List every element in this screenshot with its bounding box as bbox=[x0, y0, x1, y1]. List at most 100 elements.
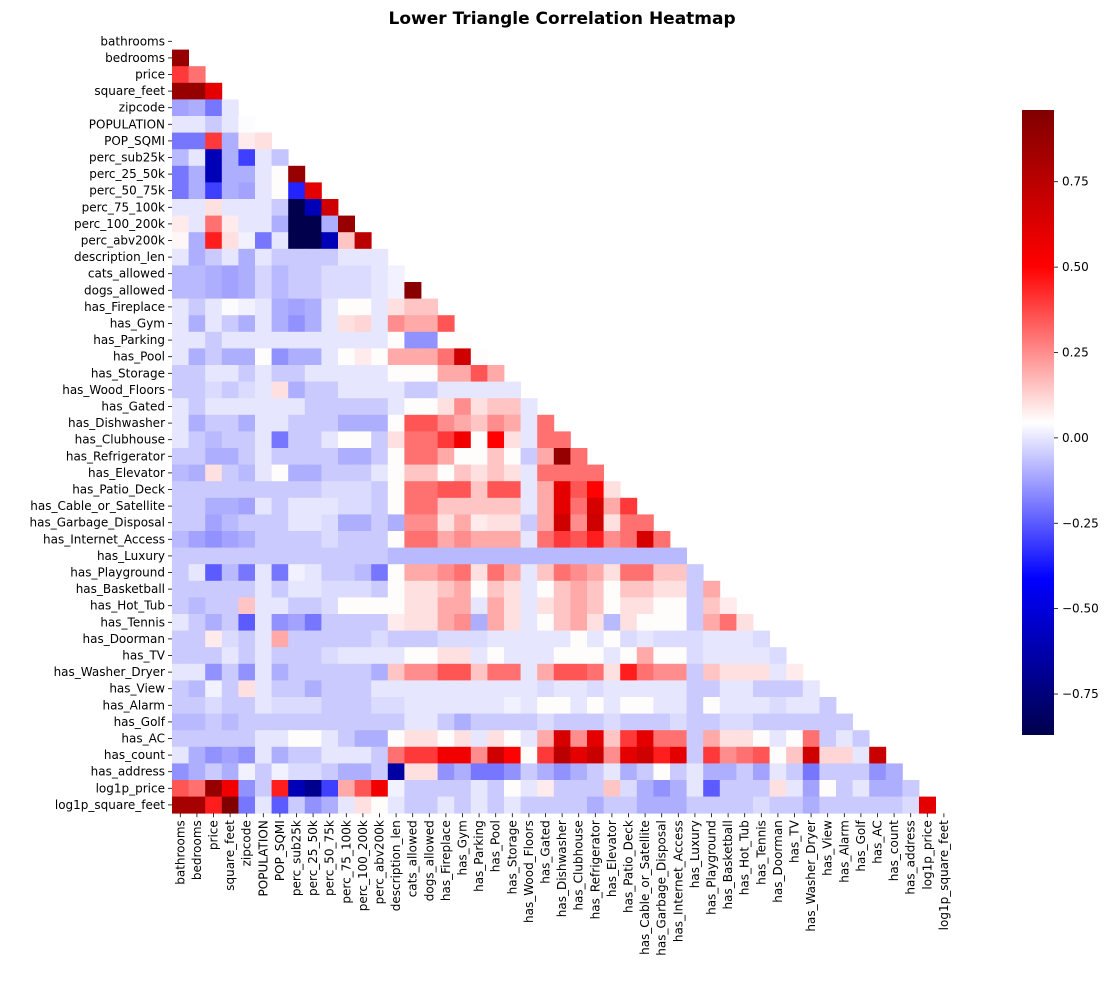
heatmap-cell bbox=[288, 580, 306, 598]
heatmap-cell bbox=[437, 331, 455, 349]
heatmap-cell bbox=[736, 630, 754, 648]
heatmap-cell bbox=[387, 282, 405, 299]
heatmap-cell bbox=[321, 763, 339, 781]
y-tick-label: has_Patio_Deck bbox=[72, 483, 165, 497]
heatmap-cell bbox=[205, 398, 223, 416]
heatmap-cell bbox=[703, 796, 721, 814]
heatmap-cell bbox=[553, 580, 571, 598]
heatmap-cell bbox=[304, 199, 322, 216]
heatmap-cell bbox=[338, 348, 355, 366]
heatmap-cell bbox=[188, 580, 206, 598]
heatmap-cell bbox=[454, 514, 472, 532]
heatmap-cell bbox=[620, 746, 638, 764]
heatmap-cell bbox=[188, 248, 206, 266]
heatmap-cell bbox=[371, 713, 389, 731]
heatmap-cell bbox=[172, 232, 189, 250]
heatmap-cell bbox=[354, 647, 372, 665]
heatmap-cell bbox=[437, 763, 455, 781]
heatmap-cell bbox=[371, 265, 389, 283]
x-tick-label: has_Internet_Access bbox=[671, 820, 685, 942]
heatmap-cell bbox=[587, 697, 604, 714]
heatmap-cell bbox=[769, 647, 787, 665]
heatmap-cell bbox=[387, 315, 405, 333]
heatmap-cell bbox=[371, 730, 389, 748]
heatmap-cell bbox=[570, 713, 588, 731]
heatmap-cell bbox=[172, 448, 189, 465]
x-tick-label: has_Alarm bbox=[837, 820, 851, 883]
heatmap-cell bbox=[238, 647, 256, 665]
x-tick-label: has_Tennis bbox=[754, 820, 768, 885]
heatmap-cell bbox=[221, 481, 239, 499]
heatmap-cell bbox=[437, 697, 455, 714]
heatmap-cell bbox=[670, 713, 687, 731]
heatmap-cell bbox=[670, 564, 687, 582]
heatmap-cell bbox=[487, 614, 505, 631]
heatmap-cell bbox=[537, 614, 555, 631]
heatmap-cell bbox=[354, 531, 372, 548]
heatmap-cell bbox=[753, 730, 770, 748]
heatmap-cell bbox=[470, 464, 488, 482]
heatmap-cell bbox=[769, 796, 787, 814]
heatmap-cell bbox=[238, 497, 256, 515]
heatmap-cell bbox=[470, 531, 488, 548]
heatmap-cell bbox=[454, 414, 472, 432]
heatmap-cell bbox=[404, 514, 422, 532]
heatmap-cell bbox=[487, 365, 505, 382]
heatmap-cell bbox=[570, 448, 588, 465]
heatmap-cell bbox=[520, 730, 538, 748]
heatmap-cell bbox=[802, 780, 820, 797]
heatmap-cell bbox=[205, 564, 223, 582]
heatmap-cell bbox=[271, 248, 289, 266]
heatmap-cell bbox=[487, 580, 505, 598]
heatmap-cell bbox=[437, 680, 455, 698]
heatmap-cell bbox=[238, 149, 256, 167]
colorbar-tick-label: 0.00 bbox=[1062, 431, 1089, 445]
heatmap-cell bbox=[653, 663, 671, 681]
heatmap-cell bbox=[371, 298, 389, 316]
heatmap-cell bbox=[520, 564, 538, 582]
heatmap-cell bbox=[288, 348, 306, 366]
heatmap-cell bbox=[470, 481, 488, 499]
y-tick-label: POP_SQMI bbox=[104, 134, 165, 148]
heatmap-cell bbox=[570, 564, 588, 582]
heatmap-cell bbox=[238, 298, 256, 316]
heatmap-cell bbox=[338, 746, 355, 764]
y-tick-label: has_Alarm bbox=[102, 698, 165, 712]
heatmap-cell bbox=[437, 497, 455, 515]
heatmap-cell bbox=[404, 398, 422, 416]
heatmap-cell bbox=[454, 331, 472, 349]
heatmap-cell bbox=[354, 713, 372, 731]
heatmap-cell bbox=[421, 630, 438, 648]
colorbar-tick-label: −0.25 bbox=[1062, 516, 1099, 530]
heatmap-cell bbox=[404, 763, 422, 781]
heatmap-cell bbox=[255, 315, 272, 333]
heatmap-cell bbox=[188, 348, 206, 366]
heatmap-cell bbox=[520, 614, 538, 631]
heatmap-cell bbox=[454, 464, 472, 482]
heatmap-cell bbox=[221, 547, 239, 565]
heatmap-cell bbox=[636, 746, 654, 764]
heatmap-cell bbox=[288, 697, 306, 714]
heatmap-cell bbox=[338, 431, 355, 449]
heatmap-cell bbox=[271, 663, 289, 681]
heatmap-cell bbox=[636, 780, 654, 797]
heatmap-cell bbox=[470, 614, 488, 631]
heatmap-cell bbox=[188, 182, 206, 200]
heatmap-cell bbox=[437, 547, 455, 565]
heatmap-cell bbox=[255, 497, 272, 515]
heatmap-cell bbox=[520, 547, 538, 565]
heatmap-cell bbox=[769, 697, 787, 714]
heatmap-cell bbox=[371, 464, 389, 482]
heatmap-cell bbox=[288, 647, 306, 665]
heatmap-cell bbox=[454, 580, 472, 598]
y-tick-label: has_Pool bbox=[113, 350, 165, 364]
heatmap-cell bbox=[304, 381, 322, 399]
heatmap-cell bbox=[487, 514, 505, 532]
heatmap-cell bbox=[255, 414, 272, 432]
heatmap-cell bbox=[221, 282, 239, 299]
heatmap-cell bbox=[255, 481, 272, 499]
heatmap-cell bbox=[255, 365, 272, 382]
heatmap-cell bbox=[653, 763, 671, 781]
heatmap-cell bbox=[487, 497, 505, 515]
x-tick-label: has_Fireplace bbox=[439, 820, 453, 901]
